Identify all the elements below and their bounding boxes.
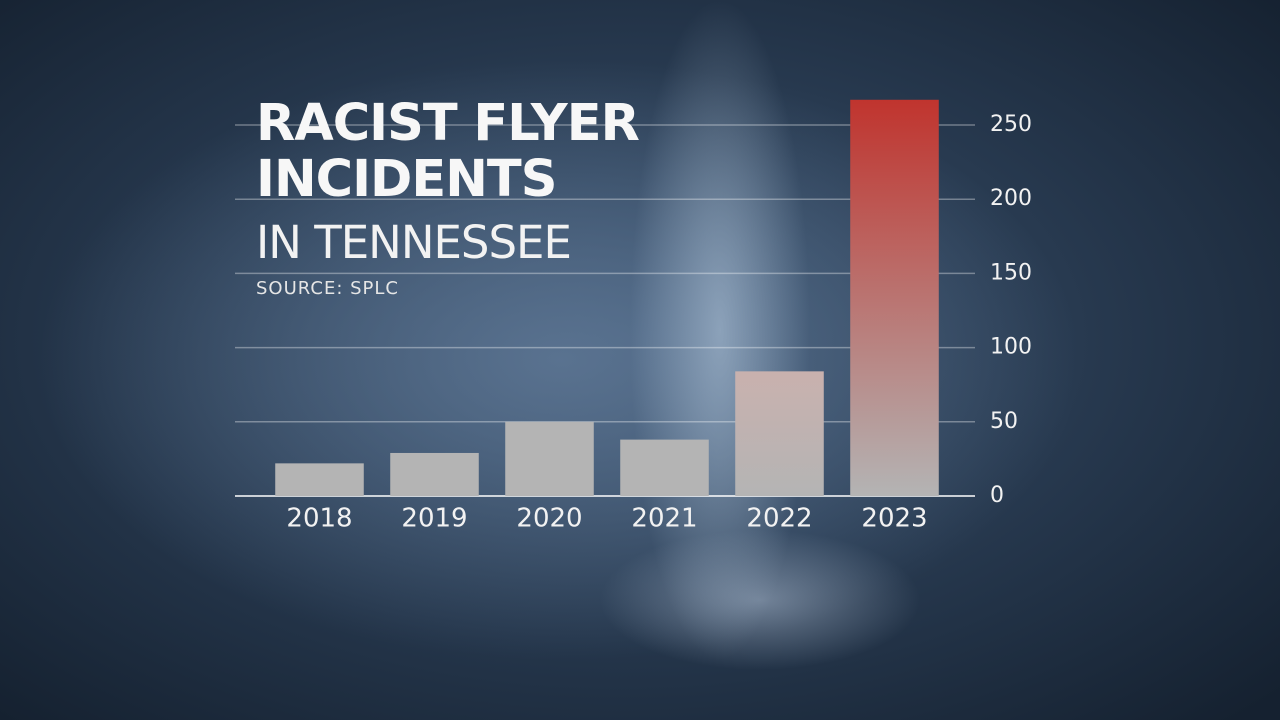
x-tick-label: 2020 <box>516 504 582 534</box>
bar <box>850 99 939 496</box>
y-tick-label: 200 <box>990 186 1032 211</box>
x-tick-label: 2019 <box>401 504 467 534</box>
bar <box>505 421 594 496</box>
y-tick-label: 50 <box>990 409 1018 434</box>
bar <box>735 371 824 496</box>
chart-subtitle: IN TENNESSEE <box>256 216 572 269</box>
x-tick-label: 2023 <box>861 504 927 534</box>
bar <box>620 439 709 496</box>
y-tick-label: 100 <box>990 335 1032 360</box>
x-tick-label: 2018 <box>286 504 352 534</box>
bar <box>275 463 364 496</box>
x-tick-label: 2021 <box>631 504 697 534</box>
bar <box>390 452 479 496</box>
chart-source: SOURCE: SPLC <box>256 278 399 299</box>
y-tick-label: 250 <box>990 112 1032 137</box>
y-tick-label: 0 <box>990 483 1004 508</box>
chart-title: RACIST FLYER INCIDENTS <box>256 94 640 209</box>
y-tick-label: 150 <box>990 260 1032 285</box>
x-tick-label: 2022 <box>746 504 812 534</box>
